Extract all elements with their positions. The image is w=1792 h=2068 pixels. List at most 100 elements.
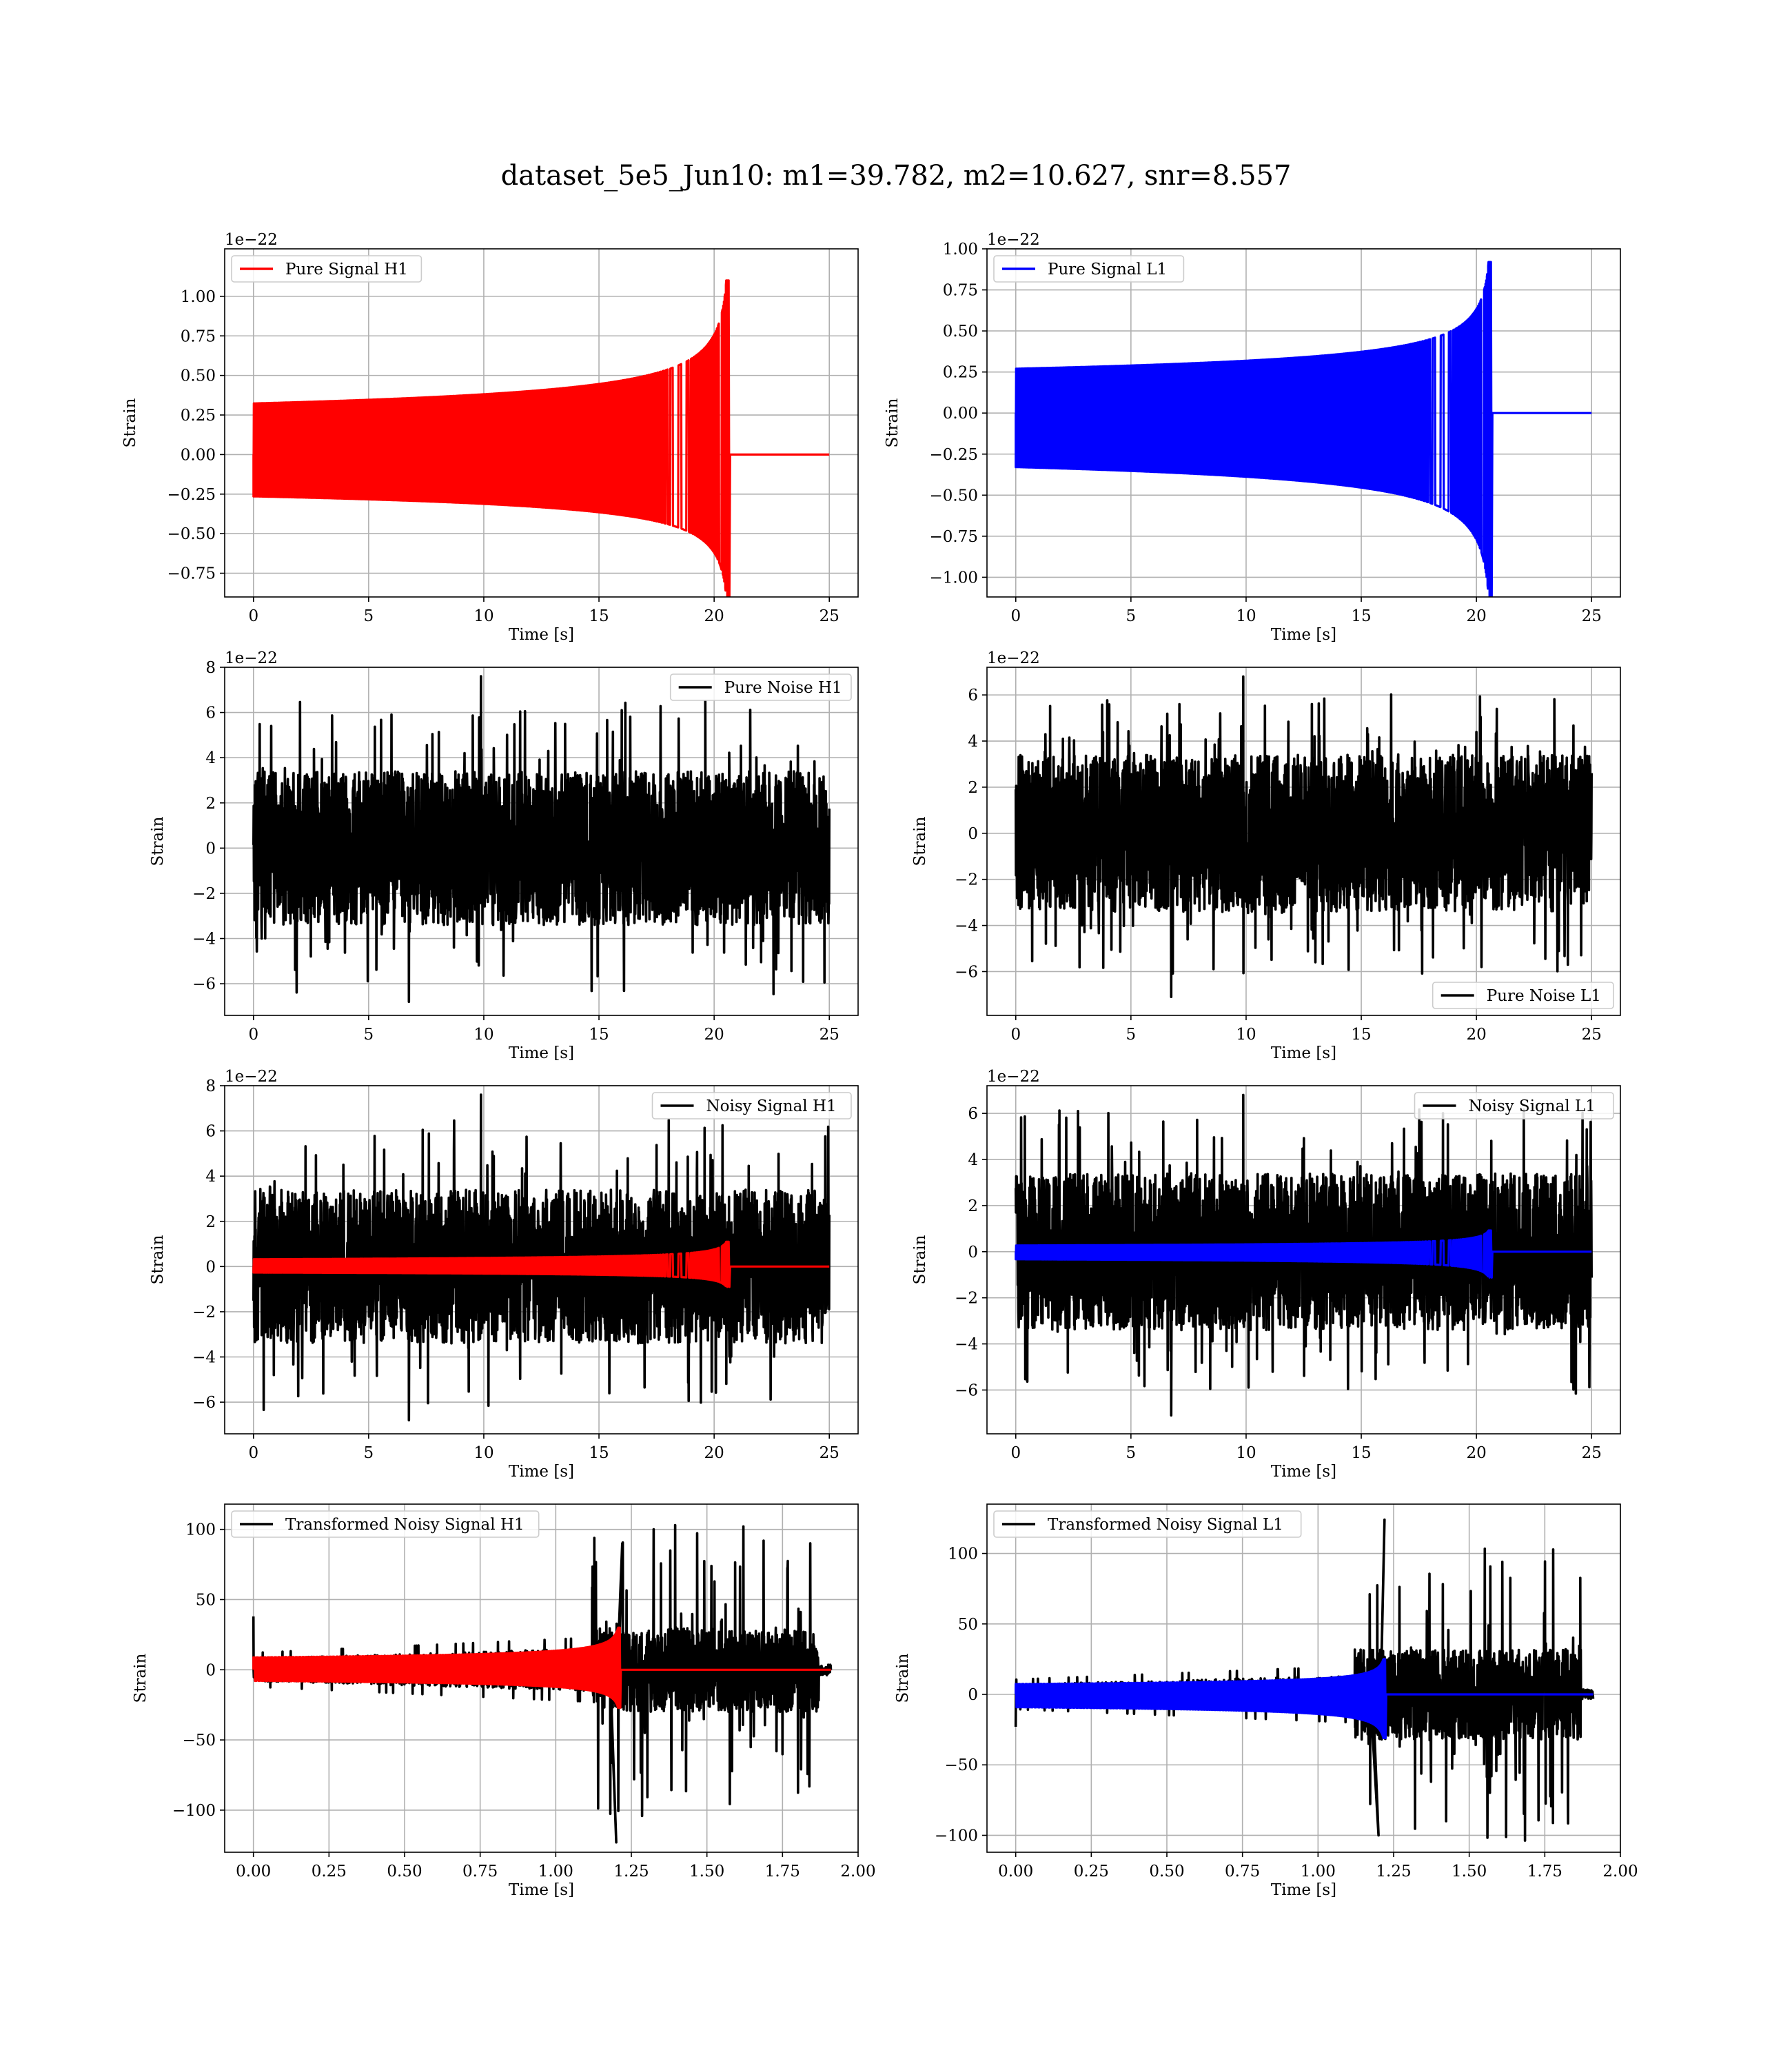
offset-text: 1e−22	[987, 231, 1040, 249]
x-tick-label: 25	[819, 1444, 839, 1462]
x-tick-label: 15	[589, 1026, 609, 1044]
y-tick-label: 0	[205, 1661, 216, 1679]
x-axis-label: Time [s]	[509, 1881, 574, 1899]
x-tick-label: 25	[1582, 1444, 1602, 1462]
plot-frame	[224, 1085, 859, 1435]
offset-text: 1e−22	[987, 649, 1040, 667]
x-tick-label: 25	[1582, 1026, 1602, 1044]
x-axis-label: Time [s]	[509, 626, 574, 644]
y-tick-label: 0	[968, 825, 978, 843]
y-tick-label: 0.50	[943, 323, 978, 341]
y-tick-label: −0.75	[167, 565, 216, 583]
series-line-noisy-signal-l1	[1015, 1093, 1593, 1417]
y-tick-label: −4	[192, 931, 216, 949]
x-tick-label: 20	[1466, 1444, 1486, 1462]
x-tick-label: 5	[364, 607, 374, 625]
y-tick-label: −4	[955, 1336, 978, 1354]
x-tick-label: 0	[1010, 1444, 1021, 1462]
x-tick-label: 2.00	[840, 1863, 875, 1881]
y-tick-label: 100	[185, 1521, 216, 1539]
plot-frame	[224, 248, 859, 598]
x-tick-label: 0.75	[462, 1863, 498, 1881]
panel-pure-signal-l1: 0 5 10 15 20 25 −1.00 −0.75 −0.50 −0.25 0.00 0.25 0.…	[884, 231, 1621, 644]
y-tick-label: 50	[958, 1616, 978, 1634]
legend: Noisy Signal H1	[651, 1092, 852, 1119]
x-tick-label: 15	[1351, 1444, 1371, 1462]
x-axis-label: Time [s]	[509, 1463, 574, 1481]
x-tick-label: 0	[248, 1444, 258, 1462]
y-tick-label: 4	[968, 1151, 978, 1169]
y-tick-label: 6	[968, 1105, 978, 1123]
legend: Noisy Signal L1	[1414, 1092, 1614, 1119]
legend-box	[1432, 982, 1614, 1009]
y-tick-label: −0.50	[930, 487, 978, 505]
legend-label: Pure Noise L1	[1487, 987, 1601, 1005]
x-tick-label: 10	[1236, 607, 1256, 625]
legend-box	[669, 673, 852, 701]
y-tick-label: 6	[205, 704, 216, 722]
x-tick-label: 0.00	[998, 1863, 1033, 1881]
y-tick-label: −2	[955, 1290, 978, 1308]
legend-label: Transformed Noisy Signal H1	[285, 1516, 525, 1534]
x-tick-label: 20	[1466, 1026, 1486, 1044]
x-tick-label: 10	[1236, 1444, 1256, 1462]
x-tick-label: 0	[248, 607, 258, 625]
series-line-pure-noise-h1	[252, 675, 831, 1004]
x-tick-label: 20	[704, 607, 724, 625]
x-tick-label: 1.25	[1376, 1863, 1411, 1881]
y-tick-label: 1.00	[181, 288, 216, 306]
y-tick-label: −4	[955, 918, 978, 935]
x-tick-label: 5	[1126, 607, 1137, 625]
x-tick-label: 1.75	[765, 1863, 800, 1881]
x-tick-label: 20	[704, 1026, 724, 1044]
x-tick-label: 20	[704, 1444, 724, 1462]
x-tick-label: 25	[1582, 607, 1602, 625]
y-tick-label: 4	[205, 1168, 216, 1186]
x-tick-label: 10	[474, 1444, 493, 1462]
panel-transformed-noisy-signal-h1: 0.00 0.25 0.50 0.75 1.00 1.25 1.50 1.75 2.00 −100…	[132, 1503, 876, 1899]
y-tick-label: 0.75	[943, 282, 978, 300]
y-tick-label: 0.00	[943, 405, 978, 423]
legend: Pure Signal L1	[993, 255, 1185, 283]
plot-frame	[986, 667, 1621, 1016]
x-tick-label: 0	[1010, 607, 1021, 625]
y-tick-label: 0.25	[943, 364, 978, 382]
x-axis-label: Time [s]	[509, 1044, 574, 1062]
y-tick-label: 6	[205, 1123, 216, 1141]
x-tick-label: 25	[819, 1026, 839, 1044]
x-tick-label: 20	[1466, 607, 1486, 625]
x-tick-label: 0	[1010, 1026, 1021, 1044]
y-tick-label: 6	[968, 687, 978, 704]
offset-text: 1e−22	[225, 649, 278, 667]
legend: Pure Noise L1	[1432, 982, 1614, 1009]
figure-title: dataset_5e5_Jun10: m1=39.782, m2=10.627,…	[501, 160, 1292, 192]
x-tick-label: 10	[1236, 1026, 1256, 1044]
y-tick-label: −6	[955, 963, 978, 981]
y-tick-label: −6	[192, 975, 216, 993]
x-tick-label: 1.50	[689, 1863, 724, 1881]
x-tick-label: 0.00	[236, 1863, 271, 1881]
y-tick-label: −2	[192, 1304, 216, 1321]
offset-text: 1e−22	[225, 1068, 278, 1086]
series-line-chirp-overlay	[252, 1626, 831, 1709]
y-tick-label: 100	[948, 1545, 978, 1563]
y-axis-label: Strain	[149, 1235, 167, 1284]
y-tick-label: −2	[955, 871, 978, 889]
legend-box	[231, 255, 422, 283]
y-tick-label: 0	[968, 1686, 978, 1704]
legend: Pure Signal H1	[231, 255, 422, 283]
series-line-pure-signal-h1	[252, 279, 830, 597]
y-tick-label: 2	[968, 779, 978, 797]
y-axis-label: Strain	[149, 816, 167, 866]
x-tick-label: 0.50	[1149, 1863, 1184, 1881]
plot-frame	[224, 1503, 859, 1853]
legend: Pure Noise H1	[669, 673, 852, 701]
y-tick-label: −0.50	[167, 525, 216, 543]
x-tick-label: 15	[1351, 1026, 1371, 1044]
y-tick-label: −0.75	[930, 528, 978, 546]
y-tick-label: 2	[968, 1197, 978, 1215]
x-tick-label: 15	[589, 607, 609, 625]
series-line-chirp-overlay	[1015, 1229, 1592, 1279]
y-tick-label: −6	[192, 1394, 216, 1412]
x-tick-label: 5	[1126, 1444, 1137, 1462]
